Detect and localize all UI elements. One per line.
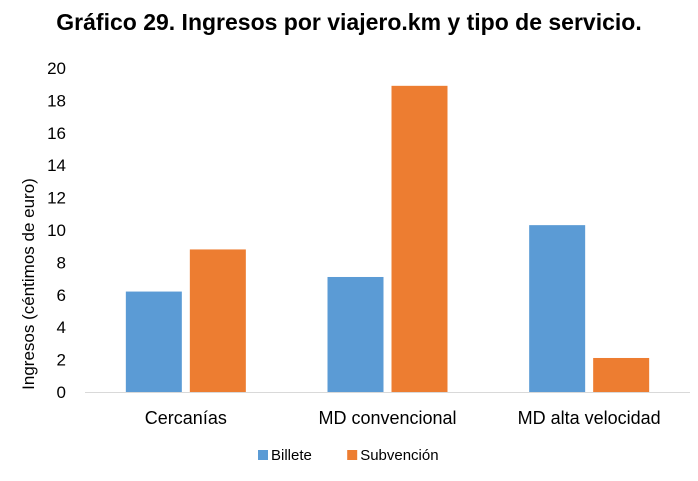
category-label: Cercanías	[145, 408, 227, 428]
y-axis-ticks: 0 2 4 6 8 10 12 14 16 18 20	[47, 59, 66, 402]
y-tick-label: 2	[57, 351, 66, 370]
bar-subvenci-n-1	[391, 85, 448, 392]
category-label: MD alta velocidad	[518, 408, 661, 428]
bar-billete-1	[327, 276, 384, 392]
legend-swatch	[347, 450, 358, 460]
chart-title: Gráfico 29. Ingresos por viajero.km y ti…	[56, 9, 641, 35]
category-labels: Cercanías MD convencional MD alta velocida…	[145, 408, 661, 428]
bar-billete-0	[125, 291, 182, 392]
bar-subvenci-n-0	[189, 249, 246, 392]
y-tick-label: 14	[47, 156, 66, 175]
bar-subvenci-n-2	[593, 357, 650, 392]
bars-group	[125, 85, 650, 392]
y-tick-label: 12	[47, 189, 66, 208]
legend-label: Subvención	[360, 447, 438, 464]
y-tick-label: 18	[47, 91, 66, 110]
y-tick-label: 6	[57, 286, 66, 305]
legend: Billete Subvención	[258, 447, 439, 464]
y-tick-label: 10	[47, 221, 66, 240]
y-tick-label: 16	[47, 124, 66, 143]
legend-swatch	[258, 450, 268, 460]
legend-label: Billete	[271, 447, 312, 464]
y-tick-label: 8	[57, 253, 66, 272]
y-tick-label: 4	[57, 318, 66, 337]
y-tick-label: 20	[47, 59, 66, 78]
bar-billete-2	[529, 225, 586, 392]
y-tick-label: 0	[57, 383, 66, 402]
y-axis-label: Ingresos (céntimos de euro)	[19, 178, 38, 390]
category-label: MD convencional	[318, 408, 456, 428]
